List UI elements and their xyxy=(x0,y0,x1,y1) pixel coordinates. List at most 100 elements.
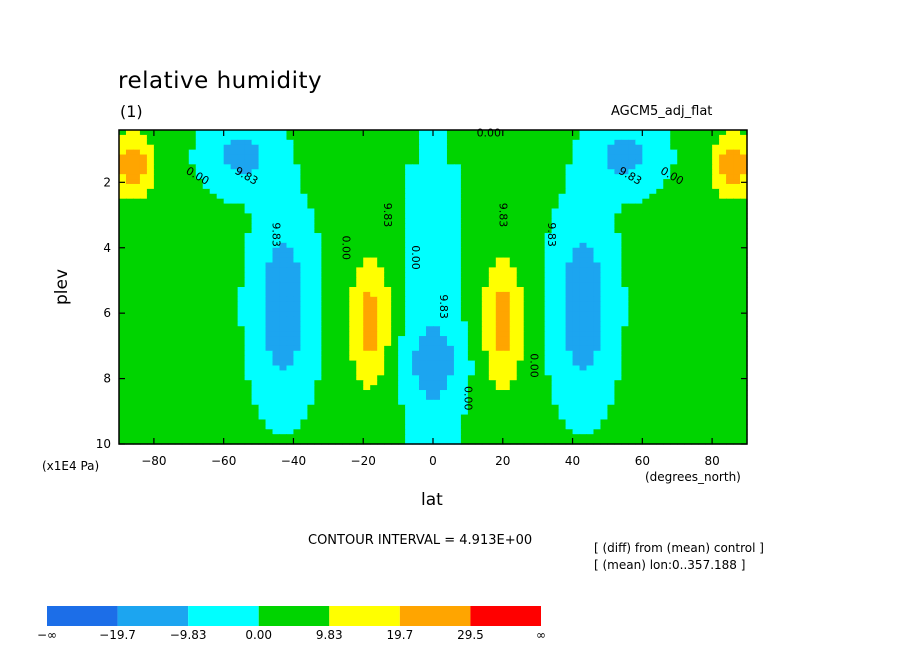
field-cell xyxy=(300,370,308,376)
field-cell xyxy=(537,174,546,180)
field-cell xyxy=(726,385,734,391)
field-cell xyxy=(684,233,692,239)
field-cell xyxy=(300,380,308,386)
field-cell xyxy=(726,198,734,205)
field-cell xyxy=(439,316,448,322)
field-cell xyxy=(426,340,434,347)
field-cell xyxy=(656,287,664,293)
field-cell xyxy=(607,223,616,229)
field-cell xyxy=(712,257,720,264)
field-cell xyxy=(670,252,678,259)
field-cell xyxy=(398,291,406,298)
field-cell xyxy=(677,370,685,376)
field-cell xyxy=(572,144,581,151)
field-cell xyxy=(516,174,525,180)
field-cell xyxy=(551,365,560,372)
field-cell xyxy=(272,228,281,234)
field-cell xyxy=(412,287,420,293)
field-cell xyxy=(509,345,518,352)
field-cell xyxy=(670,326,678,332)
field-cell xyxy=(663,198,671,205)
field-cell xyxy=(649,193,657,200)
field-cell xyxy=(300,277,308,283)
field-cell xyxy=(119,301,127,308)
field-cell xyxy=(607,375,616,381)
field-cell xyxy=(733,390,741,396)
field-cell xyxy=(488,326,497,332)
field-cell xyxy=(265,188,274,195)
field-cell xyxy=(488,370,497,376)
field-cell xyxy=(370,130,378,136)
field-cell xyxy=(307,164,315,170)
field-cell xyxy=(328,350,336,357)
field-cell xyxy=(635,242,643,249)
field-cell xyxy=(153,228,162,234)
field-cell xyxy=(677,218,685,224)
field-cell xyxy=(300,360,308,367)
field-cell xyxy=(237,311,246,318)
field-cell xyxy=(495,144,504,151)
field-cell xyxy=(649,282,657,288)
field-cell xyxy=(419,380,427,386)
field-cell xyxy=(544,154,553,161)
field-cell xyxy=(705,149,713,156)
field-cell xyxy=(481,340,490,347)
field-cell xyxy=(181,193,190,200)
field-cell xyxy=(530,277,539,283)
field-cell xyxy=(146,252,155,259)
field-cell xyxy=(279,247,288,254)
field-cell xyxy=(649,179,657,185)
field-cell xyxy=(677,267,685,273)
field-cell xyxy=(363,380,371,386)
field-cell xyxy=(342,296,350,303)
field-cell xyxy=(635,385,643,391)
field-cell xyxy=(607,267,616,273)
field-cell xyxy=(621,326,629,332)
field-cell xyxy=(328,321,336,327)
field-cell xyxy=(405,144,413,151)
field-cell xyxy=(698,345,706,352)
field-cell xyxy=(733,203,741,210)
field-cell xyxy=(558,223,567,229)
field-cell xyxy=(740,360,748,367)
field-cell xyxy=(453,188,462,195)
field-cell xyxy=(670,203,678,210)
field-cell xyxy=(586,267,595,273)
field-cell xyxy=(125,296,134,303)
field-cell xyxy=(530,198,539,205)
field-cell xyxy=(642,380,650,386)
field-cell xyxy=(195,247,204,254)
field-cell xyxy=(195,316,204,322)
field-cell xyxy=(565,134,574,141)
field-cell xyxy=(446,193,455,200)
field-cell xyxy=(614,179,622,185)
field-cell xyxy=(356,365,364,372)
field-cell xyxy=(663,130,671,136)
field-cell xyxy=(719,169,727,175)
field-cell xyxy=(467,326,476,332)
field-cell xyxy=(398,282,406,288)
field-cell xyxy=(139,277,148,283)
field-cell xyxy=(119,336,127,342)
field-cell xyxy=(628,350,636,357)
field-cell xyxy=(446,233,455,239)
field-cell xyxy=(202,223,211,229)
field-cell xyxy=(537,144,546,151)
field-cell xyxy=(174,247,183,254)
field-cell xyxy=(426,321,434,327)
field-cell xyxy=(488,267,497,273)
field-cell xyxy=(265,365,274,372)
field-cell xyxy=(223,203,232,210)
field-cell xyxy=(223,394,232,401)
field-cell xyxy=(377,336,385,342)
field-cell xyxy=(419,282,427,288)
field-cell xyxy=(314,287,322,293)
field-cell xyxy=(174,213,183,219)
field-cell xyxy=(565,291,574,298)
field-cell xyxy=(656,340,664,347)
field-cell xyxy=(705,233,713,239)
field-cell xyxy=(467,159,476,165)
field-cell xyxy=(195,198,204,205)
field-cell xyxy=(328,296,336,303)
field-cell xyxy=(663,169,671,175)
